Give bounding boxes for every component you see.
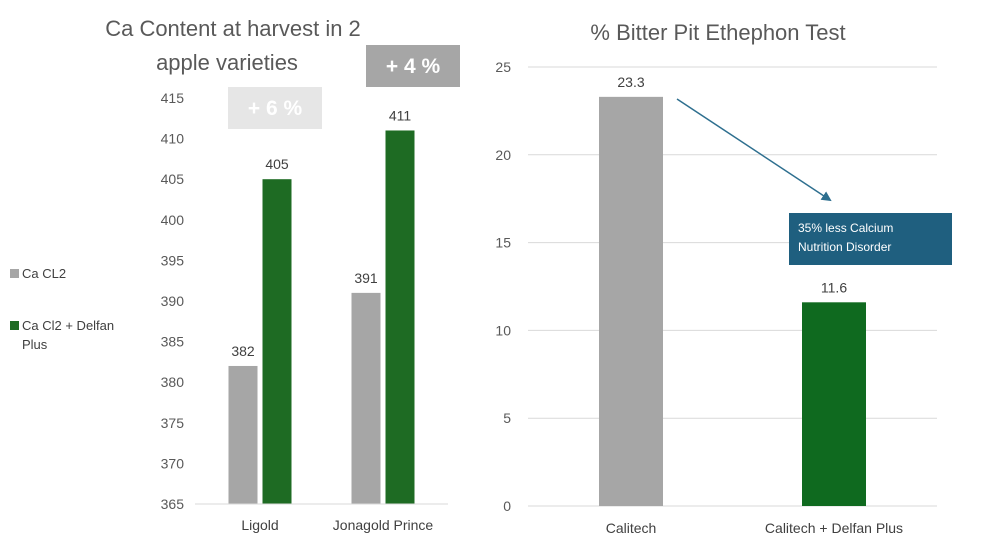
chart2-gridlines xyxy=(528,66,937,507)
chart2-bars xyxy=(599,96,866,507)
chart2-category-calitech-delfan-plus: Calitech + Delfan Plus xyxy=(765,520,903,536)
chart2-y-tick-0: 0 xyxy=(503,498,511,514)
chart1-y-tick-410: 410 xyxy=(161,131,185,147)
chart2-category-calitech: Calitech xyxy=(606,520,657,536)
chart2-y-tick-25: 25 xyxy=(495,59,511,75)
legend-swatch-ca-cl2 xyxy=(10,269,19,278)
chart1-bar-ca-cl2-0 xyxy=(228,365,258,504)
legend-label-ca-cl2: Ca CL2 xyxy=(22,266,66,281)
chart2-y-tick-5: 5 xyxy=(503,410,511,426)
chart1-legend: Ca CL2 Ca Cl2 + Delfan Plus xyxy=(10,266,114,352)
chart2-y-tick-20: 20 xyxy=(495,147,511,163)
chart1-category-jonagold-prince: Jonagold Prince xyxy=(333,517,434,533)
callout-box: 35% less Calcium Nutrition Disorder xyxy=(789,213,952,265)
chart1-y-tick-380: 380 xyxy=(161,374,185,390)
chart2-data-label-0: 23.3 xyxy=(617,74,644,90)
badge-plus-4-text: + 4 % xyxy=(386,55,441,78)
legend-label-plus: Plus xyxy=(22,337,48,352)
bitter-pit-chart: % Bitter Pit Ethephon Test 0 5 10 15 20 25 23… xyxy=(495,20,952,536)
chart1-y-tick-370: 370 xyxy=(161,455,185,471)
chart2-bar-1 xyxy=(802,302,866,506)
chart1-y-tick-395: 395 xyxy=(161,252,185,268)
chart1-data-label-0-0: 382 xyxy=(231,343,255,359)
chart1-bar-ca-cl2-delfan-plus-0 xyxy=(262,179,292,504)
chart1-title-line1: Ca Content at harvest in 2 xyxy=(105,16,361,41)
chart1-category-ligold: Ligold xyxy=(241,517,278,533)
chart1-y-axis: 365 370 375 380 385 390 395 400 405 410 415 xyxy=(161,90,185,512)
chart2-data-label-1: 11.6 xyxy=(821,279,847,295)
badge-plus-6-percent: + 6 % xyxy=(228,87,322,129)
chart1-y-tick-400: 400 xyxy=(161,212,185,228)
callout-arrow xyxy=(676,98,832,202)
callout-line2: Nutrition Disorder xyxy=(798,240,891,254)
chart1-bar-ca-cl2-1 xyxy=(351,292,381,504)
chart1-data-label-1-0: 405 xyxy=(265,156,289,172)
chart1-data-label-1-1: 411 xyxy=(389,107,412,123)
chart1-y-tick-415: 415 xyxy=(161,90,185,106)
chart1-title-line2: apple varieties xyxy=(156,50,298,75)
badge-plus-4-percent: + 4 % xyxy=(366,45,460,87)
chart2-y-axis: 0 5 10 15 20 25 xyxy=(495,59,511,514)
chart1-bar-ca-cl2-delfan-plus-1 xyxy=(385,130,415,505)
badge-plus-6-text: + 6 % xyxy=(248,97,303,120)
chart1-y-tick-405: 405 xyxy=(161,171,185,187)
chart2-y-tick-15: 15 xyxy=(495,235,511,251)
chart2-data-labels: 23.3 11.6 xyxy=(617,74,847,295)
chart1-data-labels: 382 391 405 411 xyxy=(231,107,411,358)
chart2-bar-0 xyxy=(599,96,663,507)
chart1-data-label-0-1: 391 xyxy=(354,270,378,286)
legend-swatch-ca-cl2-delfan-plus xyxy=(10,321,19,330)
ca-content-chart: Ca Content at harvest in 2 apple varieti… xyxy=(10,16,460,533)
chart1-bars xyxy=(228,130,415,505)
chart1-y-tick-365: 365 xyxy=(161,496,185,512)
callout-line1: 35% less Calcium xyxy=(798,221,893,235)
chart1-y-tick-375: 375 xyxy=(161,415,185,431)
chart2-y-tick-10: 10 xyxy=(495,322,511,338)
legend-label-ca-cl2-delfan: Ca Cl2 + Delfan xyxy=(22,318,114,333)
chart2-title: % Bitter Pit Ethephon Test xyxy=(590,20,845,45)
chart1-y-tick-390: 390 xyxy=(161,293,185,309)
chart1-y-tick-385: 385 xyxy=(161,334,185,350)
